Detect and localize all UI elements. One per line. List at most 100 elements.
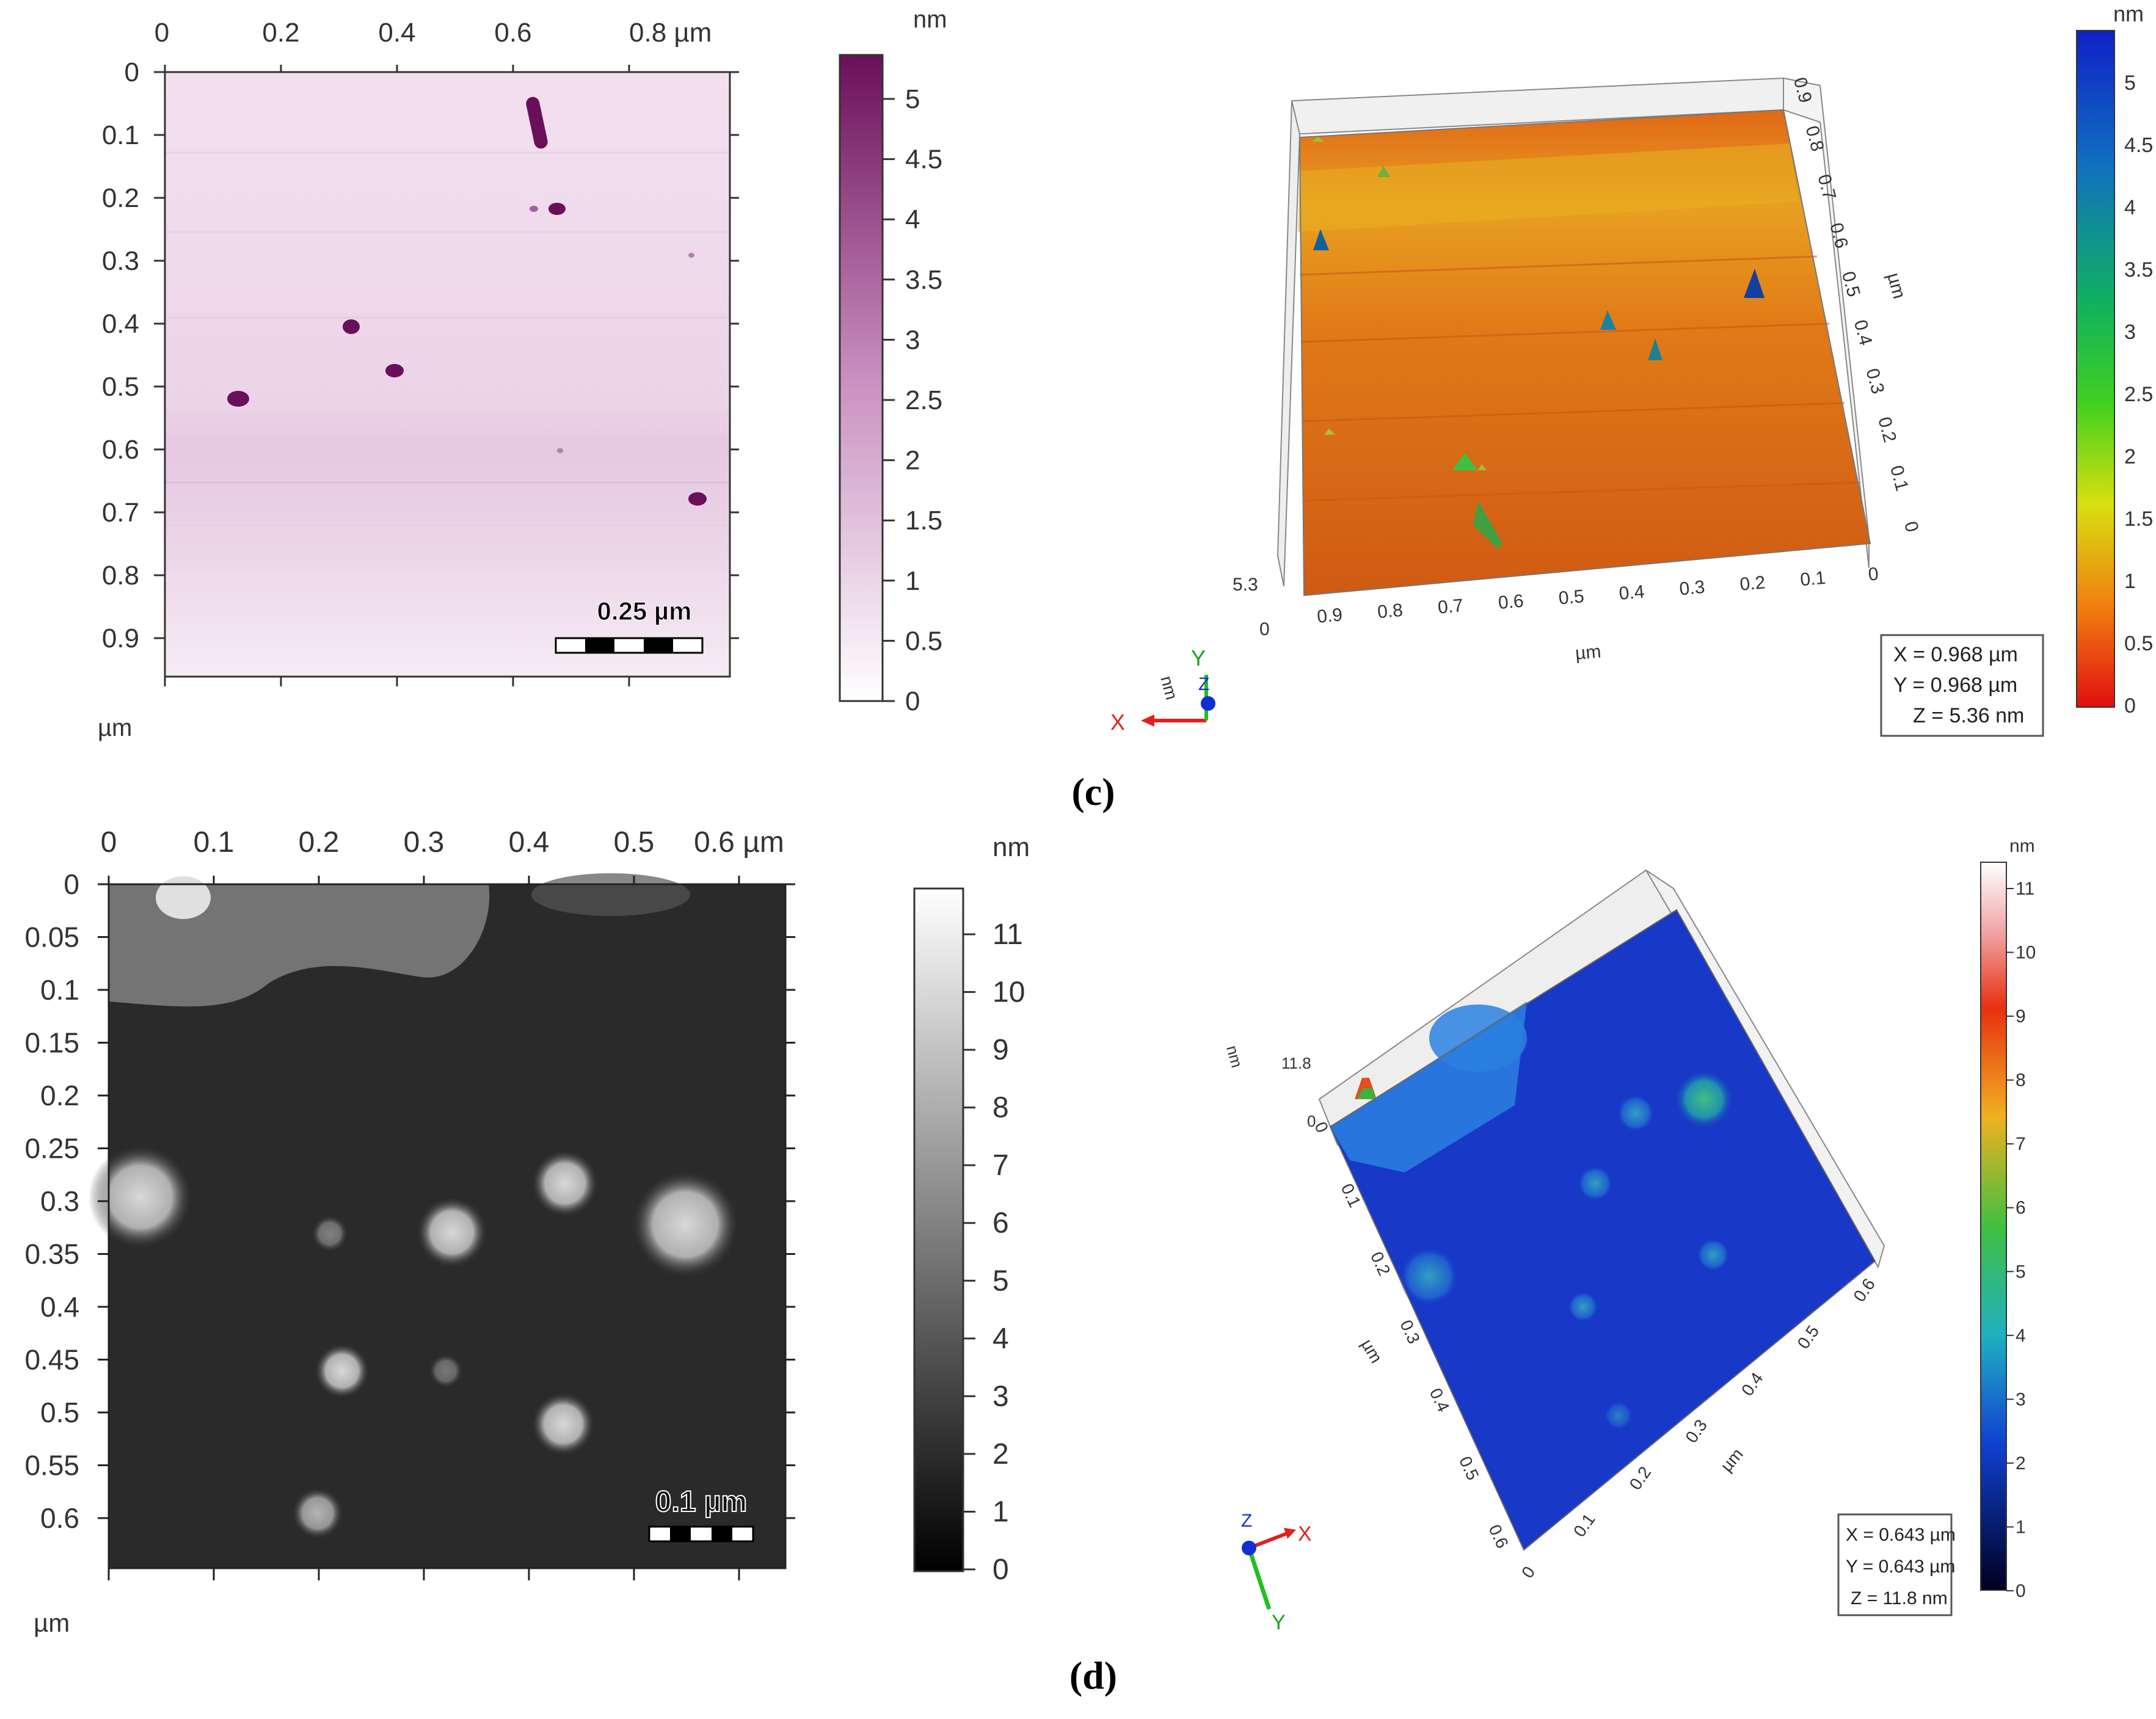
colorbar-c-2d-gradient (839, 54, 884, 702)
x-tick-label: 0.2 (1739, 572, 1766, 595)
readout-y: Y = 0.643 µm (1846, 1557, 1955, 1577)
colorbar-c-2d-ticks: 5 4.5 4 3.5 3 2.5 2 1.5 1 0.5 0 (883, 84, 942, 716)
afm-d-y-ticks: 0 0.05 0.1 0.15 0.2 0.25 0.3 0.35 0.4 0.45 0.5 0.55… (24, 868, 795, 1534)
bright-region (109, 884, 490, 1007)
y-tick-label: 0.2 (102, 183, 139, 213)
surface-c-peaks (1312, 137, 1764, 548)
x-tick-label: 0.2 (262, 18, 299, 48)
colorbar-tick-label: 2.5 (905, 385, 942, 415)
blob (632, 1171, 739, 1278)
x-tick-label: 0 (1867, 564, 1879, 584)
colorbar-tick-label: 3 (905, 325, 920, 355)
x-tick-label: 0.3 (1678, 577, 1705, 600)
y-tick-label: 0.2 (1874, 415, 1900, 445)
peak (1312, 137, 1324, 142)
surface-d-blobs (1399, 1069, 1735, 1430)
colorbar-tick-label: 8 (2016, 1070, 2026, 1091)
x-tick-label: 0.6 (1498, 591, 1524, 614)
bottom-tick-label: 0 (1518, 1563, 1539, 1582)
gizmo-x: X (1298, 1522, 1312, 1546)
x-tick-label: 0.8 µm (629, 18, 712, 48)
colorbar-tick-label: 7 (992, 1149, 1009, 1182)
y-tick-label: 0.35 (24, 1238, 79, 1270)
y-tick-label: 0.1 (40, 974, 79, 1006)
y-tick-label: 0.05 (24, 921, 79, 953)
colorbar-tick-label: 5 (905, 84, 920, 114)
colorbar-tick-label: 1 (992, 1495, 1009, 1528)
colorbar-tick-label: 1 (905, 566, 920, 596)
colorbar-tick-label: 9 (992, 1034, 1009, 1066)
y-tick-label: 0.9 (102, 623, 139, 653)
y-tick-label: 0.6 (1826, 220, 1852, 250)
afm-d-unit-label: µm (34, 1608, 70, 1637)
readout-z: Z = 5.36 nm (1913, 704, 2024, 727)
x-tick-label: 0.8 (1377, 600, 1404, 623)
peak (1452, 453, 1478, 470)
bottom-tick-label: 0.2 (1626, 1463, 1655, 1494)
afm-c-x-ticks: 0 0.2 0.4 0.6 0.8 µm (155, 18, 712, 686)
y-tick-label: 0.4 (40, 1291, 79, 1323)
blob (531, 1150, 599, 1217)
afm-c-unit-label: µm (98, 714, 132, 741)
bottom-unit-d: µm (1717, 1445, 1747, 1475)
z-top-c: 5.3 (1233, 575, 1258, 595)
colorbar-d-2d-unit: nm (992, 832, 1030, 862)
particle (343, 319, 360, 334)
y-tick-label: 0.15 (24, 1027, 79, 1059)
y-tick-label: 0.4 (1850, 318, 1876, 347)
peak (1478, 464, 1487, 470)
colorbar-tick-label: 1 (2016, 1517, 2026, 1537)
readout-x: X = 0.968 µm (1893, 643, 2018, 666)
blob (89, 1145, 192, 1249)
x-tick-label: 0.5 (614, 826, 655, 859)
colorbar-tick-label: 11 (2016, 879, 2034, 899)
surface-c-yellow-band (1298, 144, 1799, 232)
y-tick-label: 0.55 (24, 1450, 79, 1481)
colorbar-tick-label: 8 (992, 1092, 1009, 1124)
gizmo-y: Y (1272, 1611, 1286, 1634)
caption-d: (d) (1069, 1654, 1117, 1697)
particle (385, 364, 404, 377)
bottom-tick-label: 0.4 (1738, 1369, 1767, 1400)
blob (292, 1488, 343, 1539)
z-top-d: 11.8 (1281, 1054, 1311, 1072)
blob (1696, 1238, 1730, 1272)
colorbar-d-2d: nm (913, 832, 1030, 1572)
colorbar-tick-label: 4.5 (905, 145, 942, 175)
surface-d-lightblue (1429, 1005, 1527, 1072)
afm-c-particles (227, 96, 707, 506)
colorbar-c-3d-gradient (2076, 30, 2115, 708)
colorbar-tick-label: 6 (992, 1207, 1009, 1240)
axes-gizmo-d: X Y Z (1241, 1511, 1312, 1634)
blob (1673, 1069, 1735, 1130)
colorbar-tick-label: 6 (2016, 1198, 2026, 1218)
box-wall-left (1276, 100, 1301, 587)
bright-region (531, 873, 690, 916)
surface-c-outline (1298, 109, 1871, 597)
peak (1313, 229, 1329, 250)
y-tick-label: 0 (64, 868, 79, 900)
colorbar-tick-label: 4.5 (2124, 134, 2153, 157)
y-tick-label: 0.6 (102, 435, 139, 465)
scale-bar-label: 0.25 µm (597, 597, 692, 625)
y-tick-label: 0.3 (1862, 366, 1888, 396)
y-tick-label: 0.25 (24, 1133, 79, 1165)
left-tick-label: 0.6 (1485, 1522, 1512, 1551)
surface-c-streaks (1299, 255, 1860, 502)
colorbar-tick-label: 5 (2016, 1262, 2026, 1282)
peak (1744, 269, 1764, 298)
x-tick-label: 0.2 (299, 826, 340, 859)
scan-streaks (165, 151, 730, 526)
colorbar-tick-label: 1 (2124, 570, 2136, 593)
particle (227, 391, 249, 407)
blob (311, 1215, 348, 1252)
y-tick-label: 0.6 (40, 1502, 79, 1534)
particle (557, 448, 563, 453)
bottom-tick-label: 0.1 (1570, 1510, 1599, 1541)
colorbar-tick-label: 0 (2124, 694, 2136, 718)
afm-d-blobs (89, 1145, 739, 1539)
afm-d-frame (107, 883, 787, 1569)
y-tick-label: 0.1 (1886, 463, 1912, 493)
